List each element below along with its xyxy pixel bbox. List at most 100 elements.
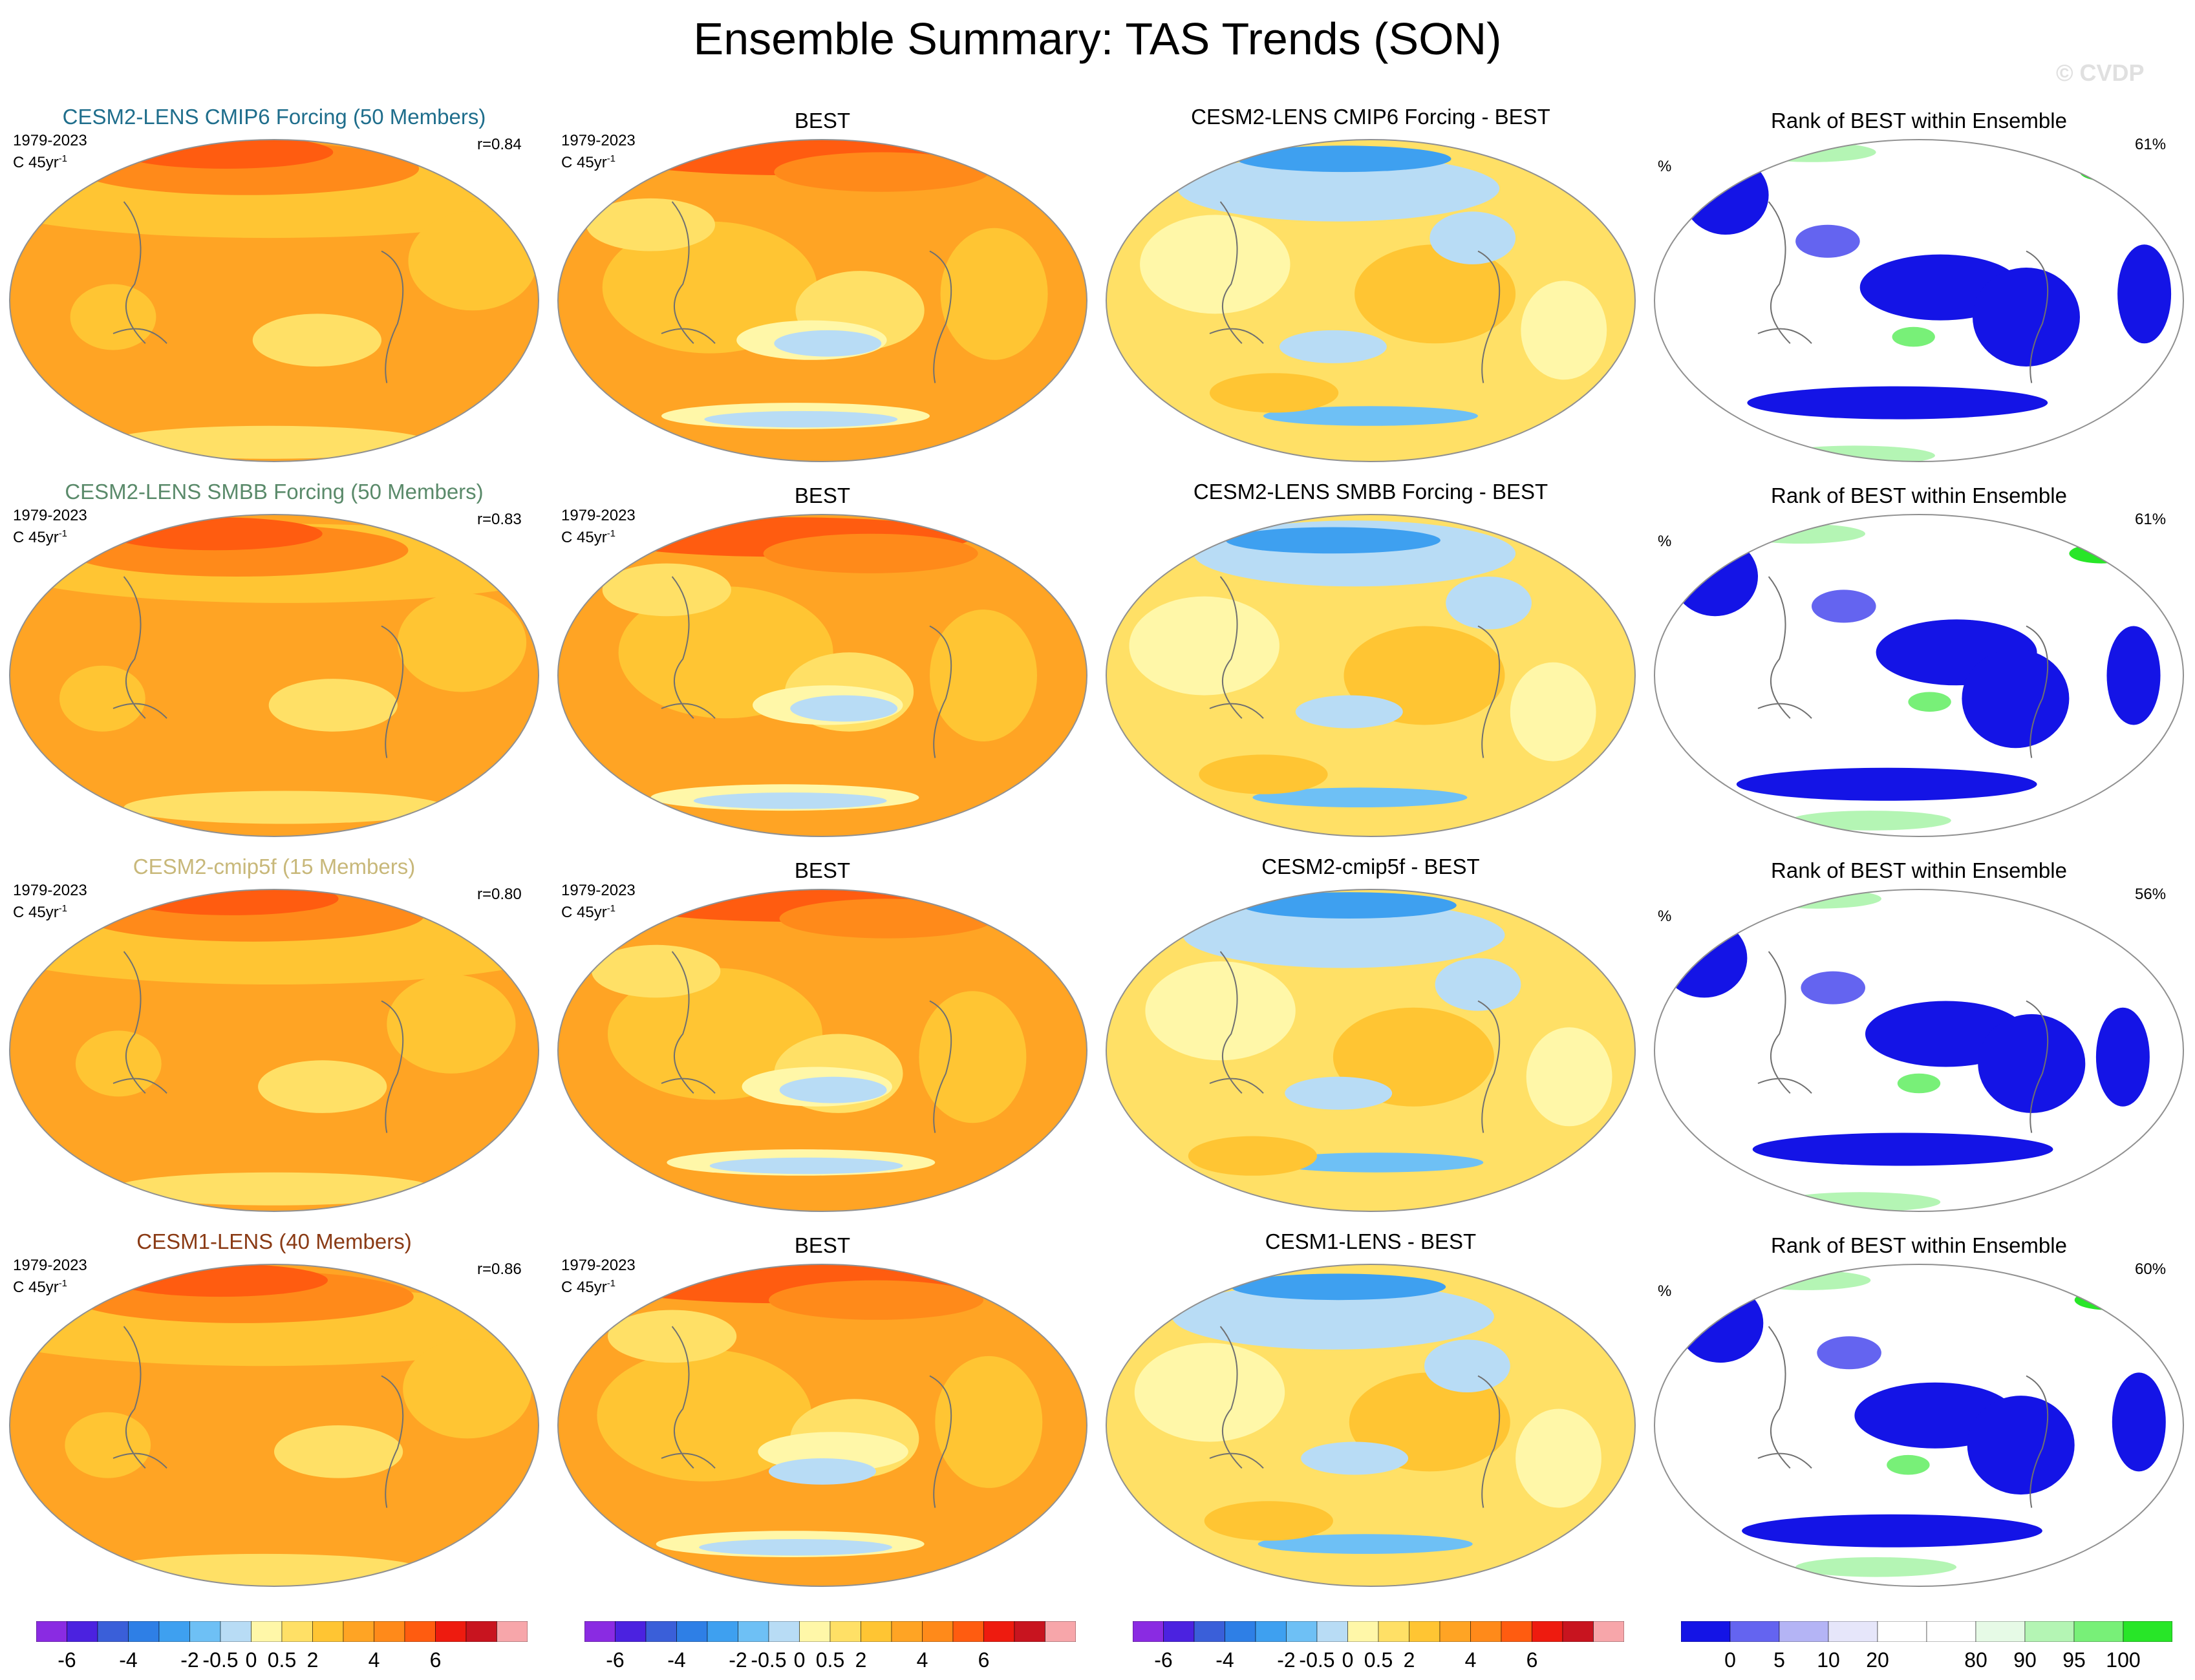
map-outline (1106, 514, 1636, 837)
panel-model-row1: CESM2-LENS CMIP6 Forcing (50 Members) 197… (0, 97, 548, 472)
units-text: C 45yr (13, 154, 59, 171)
model-field (10, 889, 539, 1211)
diff-contour-blob (1424, 1339, 1510, 1392)
best-contour-blob (763, 533, 978, 573)
colorbar-swatch (1470, 1621, 1502, 1643)
map-outline (557, 139, 1087, 462)
diff-contour-blob (1285, 1076, 1393, 1110)
rank-contour-blob (1790, 811, 1951, 831)
trend-colorbar-3: -6 -4 -2 -0.5 0 0.5 2 4 6 (1132, 1621, 1625, 1673)
colorbar-swatch (220, 1621, 252, 1643)
colorbar-swatches (36, 1621, 528, 1643)
rank-contour-blob (1736, 767, 2037, 801)
colorbar-swatch (1532, 1621, 1563, 1643)
colorbar-swatch (1926, 1621, 1976, 1643)
diff-contour-blob (1241, 892, 1457, 919)
best-map (557, 139, 1087, 462)
best-contour-blob (608, 1310, 737, 1363)
units-exponent: -1 (606, 528, 616, 539)
diff-contour-blob (1236, 145, 1451, 173)
rank-unit: % (1658, 533, 1672, 550)
colorbar-tick-label: 0 (793, 1648, 806, 1672)
rank-contour-blob (1736, 524, 1865, 544)
diff-contour-blob (1183, 902, 1505, 968)
diff-map (1106, 1264, 1636, 1587)
colorbar-swatch (97, 1621, 129, 1643)
panel-title: CESM2-LENS CMIP6 Forcing - BEST (1191, 105, 1550, 129)
coastline (112, 1326, 404, 1508)
map-outline (1654, 514, 2184, 837)
model-contour-blob (387, 974, 516, 1074)
rank-contour-blob (1812, 590, 1876, 623)
colorbar-tick-label: 4 (368, 1648, 380, 1672)
coastline (661, 576, 952, 758)
diff-contour-blob (1354, 244, 1516, 344)
map-outline (9, 889, 539, 1212)
trend-colorbar-2: -6 -4 -2 -0.5 0 0.5 2 4 6 (584, 1621, 1076, 1673)
best-map (557, 514, 1087, 837)
colorbar-tick-label: -4 (119, 1648, 138, 1672)
diff-contour-blob (1521, 281, 1607, 380)
diff-contour-blob (1188, 1136, 1317, 1176)
colorbar-swatch (799, 1621, 831, 1643)
diff-map (1106, 514, 1636, 837)
colorbar-swatch (1378, 1621, 1409, 1643)
rank-contour-blob (1973, 268, 2080, 367)
map-outline (557, 889, 1087, 1212)
units-label: C 45yr-1 (13, 525, 67, 547)
best-contour-blob (608, 968, 822, 1100)
colorbar-swatch (645, 1621, 677, 1643)
diff-contour-blob (1225, 527, 1440, 554)
units-text: C 45yr (561, 529, 607, 546)
colorbar-tick-label: 2 (855, 1648, 867, 1672)
colorbar-swatch (1194, 1621, 1225, 1643)
panel-rank-row2: Rank of BEST within Ensemble 61%% (1645, 472, 2193, 847)
model-map (9, 514, 539, 837)
colorbar-swatch (343, 1621, 374, 1643)
rank-percent: 60% (2135, 1260, 2167, 1278)
colorbar-swatch (67, 1621, 98, 1643)
map-outline (1106, 1264, 1636, 1587)
units-exponent: -1 (58, 903, 68, 914)
colorbar-tick-label: 4 (916, 1648, 928, 1672)
diff-contour-blob (1269, 1153, 1484, 1173)
rank-contour-blob (2112, 1372, 2166, 1472)
panel-model-row2: CESM2-LENS SMBB Forcing (50 Members) 1979… (0, 472, 548, 847)
colorbar-swatch (251, 1621, 283, 1643)
units-label: C 45yr-1 (561, 900, 616, 922)
units-label: C 45yr-1 (13, 900, 67, 922)
period-label: 1979-2023 (13, 132, 87, 149)
colorbar-swatch (1729, 1621, 1780, 1643)
colorbar-tick-label: -2 (1277, 1648, 1296, 1672)
best-contour-blob (769, 1458, 876, 1485)
rank-contour-blob (1661, 919, 1748, 998)
pattern-correlation: r=0.86 (477, 1260, 522, 1278)
rank-percent: 56% (2135, 886, 2167, 903)
rank-contour-blob (1801, 971, 1865, 1005)
colorbar-swatch (891, 1621, 923, 1643)
units-label: C 45yr-1 (561, 150, 616, 172)
model-contour-blob (107, 517, 323, 551)
rank-field (1654, 140, 2183, 462)
colorbar-tick-label: 6 (978, 1648, 990, 1672)
panel-title: CESM2-cmip5f - BEST (1261, 855, 1480, 878)
diff-field (1106, 1264, 1635, 1586)
rank-contour-blob (1795, 1557, 1957, 1577)
rank-contour-blob (2117, 244, 2172, 344)
colorbar-swatch (2024, 1621, 2075, 1643)
diff-contour-blob (1510, 662, 1596, 761)
period-label: 1979-2023 (13, 882, 87, 899)
coastline (1757, 1326, 2049, 1508)
colorbar-swatch (615, 1621, 647, 1643)
units-text: C 45yr (561, 904, 607, 921)
colorbar-swatch (2073, 1621, 2124, 1643)
map-outline (1106, 139, 1636, 462)
best-contour-blob (602, 221, 817, 354)
model-contour-blob (397, 593, 527, 692)
best-contour-blob (790, 695, 898, 722)
panel-title: CESM1-LENS (40 Members) (136, 1229, 412, 1253)
units-exponent: -1 (58, 153, 68, 164)
rank-contour-blob (1752, 889, 1881, 909)
colorbar-swatch (707, 1621, 738, 1643)
rank-contour-blob (1817, 1336, 1881, 1370)
